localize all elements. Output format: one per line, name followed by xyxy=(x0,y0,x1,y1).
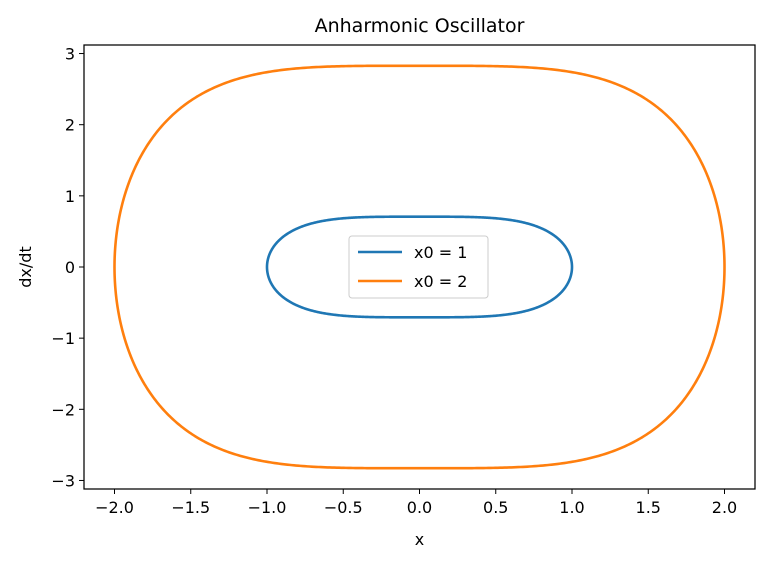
x-tick-label: 0.5 xyxy=(483,498,508,517)
x-tick-label: 1.5 xyxy=(636,498,661,517)
x-tick-label: −0.5 xyxy=(324,498,363,517)
y-axis: −3 −2 −1 0 1 2 3 xyxy=(51,45,84,490)
y-tick-label: −2 xyxy=(51,400,75,419)
x-tick-label: 2.0 xyxy=(712,498,737,517)
series-line-1 xyxy=(265,215,574,319)
y-tick-label: 2 xyxy=(65,116,75,135)
y-tick-label: 1 xyxy=(65,187,75,206)
legend-label: x0 = 1 xyxy=(414,243,467,262)
chart-title: Anharmonic Oscillator xyxy=(315,15,525,37)
x-tick-label: −1.0 xyxy=(248,498,287,517)
y-tick-label: 0 xyxy=(65,258,75,277)
x-tick-label: 0.0 xyxy=(407,498,432,517)
x-axis: −2.0 −1.5 −1.0 −0.5 0.0 0.5 1.0 1.5 2.0 xyxy=(95,489,737,517)
x-tick-label: −2.0 xyxy=(95,498,134,517)
y-tick-label: −1 xyxy=(51,329,75,348)
x-tick-label: −1.5 xyxy=(171,498,210,517)
series-line-2 xyxy=(113,64,726,470)
legend-label: x0 = 2 xyxy=(414,272,467,291)
y-tick-label: −3 xyxy=(51,471,75,490)
x-tick-label: 1.0 xyxy=(559,498,584,517)
x-axis-label: x xyxy=(415,530,424,549)
legend: x0 = 1 x0 = 2 xyxy=(348,235,489,299)
plot-area xyxy=(113,64,726,470)
y-tick-label: 3 xyxy=(65,45,75,64)
y-axis-label: dx/dt xyxy=(16,246,35,287)
